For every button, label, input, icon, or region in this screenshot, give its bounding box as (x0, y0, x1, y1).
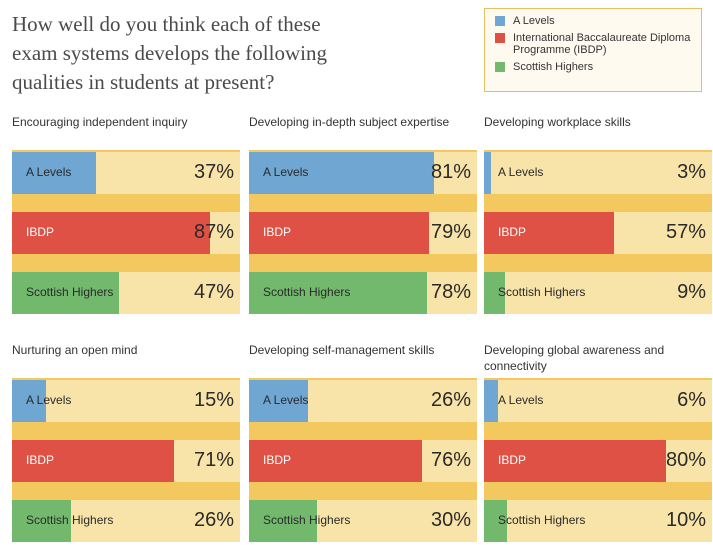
bar (249, 272, 427, 314)
bar-track: A Levels 3% (484, 152, 712, 194)
bar (12, 440, 174, 482)
chart-panel: Developing in-depth subject expertise A L… (249, 114, 477, 318)
legend-label-scottish-highers: Scottish Highers (513, 61, 594, 73)
bar-value-label: 47% (193, 281, 234, 303)
bar-category-label: A Levels (26, 393, 72, 407)
legend-label-ibdp: International Baccalaureate Diploma Prog… (513, 32, 691, 56)
bar-track: IBDP 87% (12, 212, 240, 254)
bar (249, 212, 429, 254)
bar (12, 212, 210, 254)
bar-category-label: A Levels (498, 165, 544, 179)
chart-panel: Nurturing an open mind A Levels 15% IBDP 71%… (12, 342, 240, 546)
legend-item-ibdp: International Baccalaureate Diploma Prog… (493, 32, 693, 56)
bar (484, 272, 505, 314)
legend-swatch-scottish-highers (495, 62, 505, 72)
bar-value-label: 26% (193, 509, 234, 531)
bar-value-label: 87% (193, 221, 234, 243)
bar-value-label: 80% (665, 449, 706, 471)
bar-value-label: 3% (677, 161, 706, 183)
bar (249, 380, 308, 422)
panel-title: Developing workplace skills (484, 115, 631, 129)
legend-swatch-a-levels (495, 16, 505, 26)
bar (249, 440, 422, 482)
bar (12, 500, 71, 542)
bar-value-label: 81% (430, 161, 471, 183)
bar-track: Scottish Highers 30% (249, 500, 477, 542)
bar-category-label: Scottish Highers (26, 513, 114, 527)
bar-track: A Levels 15% (12, 380, 240, 422)
legend-label-a-levels: A Levels (513, 15, 555, 27)
bar-value-label: 30% (430, 509, 471, 531)
bar (484, 380, 498, 422)
bar-value-label: 15% (193, 389, 234, 411)
bar-category-label: IBDP (498, 453, 527, 467)
bar-track: Scottish Highers 26% (12, 500, 240, 542)
panel-title: Nurturing an open mind (12, 343, 138, 357)
bar-value-label: 57% (665, 221, 706, 243)
panel-title: Developing in-depth subject expertise (249, 115, 450, 129)
chart-panel: Developing workplace skills A Levels 3% IBD… (484, 114, 712, 318)
panel-title: Encouraging independent inquiry (12, 115, 188, 129)
bar (484, 152, 491, 194)
bar-value-label: 6% (677, 389, 706, 411)
bar (249, 152, 434, 194)
bar-value-label: 9% (677, 281, 706, 303)
bar-category-label: Scottish Highers (26, 285, 114, 299)
bar (12, 380, 46, 422)
bar-track: Scottish Highers 10% (484, 500, 712, 542)
bar-track: A Levels 6% (484, 380, 712, 422)
bar-track: Scottish Highers 9% (484, 272, 712, 314)
bar-track: Scottish Highers 78% (249, 272, 477, 314)
chart-title: How well do you think each of these exam… (12, 12, 327, 94)
panel-title: Developing self-management skills (249, 343, 435, 357)
bar-track: IBDP 79% (249, 212, 477, 254)
bar (484, 440, 666, 482)
bar-value-label: 26% (430, 389, 471, 411)
bar-category-label: Scottish Highers (263, 513, 351, 527)
bar (12, 152, 96, 194)
bar-value-label: 79% (430, 221, 471, 243)
legend-item-scottish-highers: Scottish Highers (493, 61, 693, 73)
bar-value-label: 71% (193, 449, 234, 471)
legend-swatch-ibdp (495, 33, 505, 43)
bar-value-label: 78% (430, 281, 471, 303)
bar-track: Scottish Highers 47% (12, 272, 240, 314)
bar-track: A Levels 37% (12, 152, 240, 194)
chart-panel: Developing global awareness and connecti… (484, 342, 712, 546)
bar-category-label: IBDP (263, 453, 292, 467)
bar-category-label: IBDP (263, 225, 292, 239)
legend-item-a-levels: A Levels (493, 15, 693, 27)
bar-track: IBDP 76% (249, 440, 477, 482)
bar-category-label: IBDP (26, 453, 55, 467)
legend: A Levels International Baccalaureate Dip… (484, 8, 702, 92)
bar-track: A Levels 81% (249, 152, 477, 194)
bar-category-label: IBDP (26, 225, 55, 239)
bar-track: IBDP 71% (12, 440, 240, 482)
chart-panel: Developing self-management skills A Level… (249, 342, 477, 546)
bar-value-label: 37% (193, 161, 234, 183)
bar (12, 272, 119, 314)
panel-title: Developing global awareness and connecti… (484, 343, 665, 373)
bar-category-label: IBDP (498, 225, 527, 239)
bar-category-label: Scottish Highers (263, 285, 351, 299)
bar-track: A Levels 26% (249, 380, 477, 422)
bar-value-label: 10% (665, 509, 706, 531)
bar (484, 212, 614, 254)
bar-track: IBDP 80% (484, 440, 712, 482)
bar-category-label: A Levels (26, 165, 72, 179)
bar (484, 500, 507, 542)
bar-category-label: A Levels (263, 393, 309, 407)
bar-track: IBDP 57% (484, 212, 712, 254)
bar-category-label: Scottish Highers (498, 513, 586, 527)
bar-category-label: Scottish Highers (498, 285, 586, 299)
bar-category-label: A Levels (263, 165, 309, 179)
chart-panel: Encouraging independent inquiry A Levels 3… (12, 114, 240, 318)
bar-category-label: A Levels (498, 393, 544, 407)
bar (249, 500, 317, 542)
bar-value-label: 76% (430, 449, 471, 471)
